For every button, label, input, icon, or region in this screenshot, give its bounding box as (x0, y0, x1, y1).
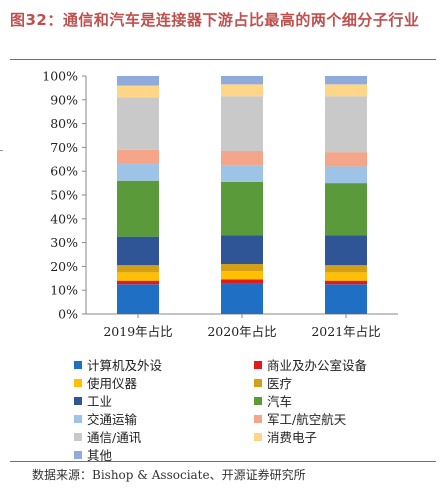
legend-label: 消费电子 (267, 430, 318, 445)
bar-segment (117, 272, 159, 281)
bar-segment (325, 76, 367, 85)
legend-label: 军工/航空航天 (267, 412, 347, 427)
bar-segment (117, 97, 159, 150)
legend-label: 使用仪器 (87, 376, 138, 391)
bar-segment (221, 165, 263, 182)
legend-item: 其他 (74, 447, 112, 465)
x-tick-label: 2019年占比 (103, 324, 172, 339)
bar-segment (221, 271, 263, 280)
legend-item: 通信/通讯 (74, 429, 141, 447)
title-divider (10, 59, 436, 60)
legend-item: 交通运输 (74, 411, 137, 429)
bar-segment (325, 280, 367, 285)
bar-segment (325, 84, 367, 97)
bar-segment (221, 84, 263, 97)
bar-segment (221, 76, 263, 85)
legend-swatch (74, 451, 82, 459)
legend-item: 医疗 (254, 375, 292, 393)
legend-swatch (74, 361, 82, 369)
bar-segment (221, 181, 263, 236)
legend-swatch (254, 397, 262, 405)
bar-segment (117, 180, 159, 237)
bar-segment (117, 265, 159, 273)
bar-segment (221, 235, 263, 265)
legend-swatch (254, 433, 262, 441)
legend-label: 其他 (87, 448, 113, 463)
bar-segment (117, 236, 159, 266)
stacked-bar-chart: 0% 10% 20% 30% 40% 50% 60% 70% 80% 90% 100% 2019年占比… (42, 69, 398, 339)
x-tick-label: 2021年占比 (311, 324, 380, 339)
y-tick-label: 40% (50, 211, 78, 226)
bar-segment (221, 283, 263, 314)
legend-label: 通信/通讯 (87, 430, 142, 445)
legend-item: 商业及办公室设备 (254, 357, 367, 375)
footer-divider (10, 461, 436, 462)
bar-segment (117, 149, 159, 165)
bar-segment (117, 164, 159, 181)
bar-segment (117, 284, 159, 314)
bar-segment (325, 183, 367, 236)
legend-item: 军工/航空航天 (254, 411, 346, 429)
legend-swatch (254, 361, 262, 369)
legend-swatch (254, 379, 262, 387)
y-tick-label: 20% (50, 259, 78, 274)
legend-label: 交通运输 (87, 412, 138, 427)
bar-segment (325, 272, 367, 281)
y-tick-label: 70% (50, 140, 78, 155)
bar-segment (325, 284, 367, 314)
bar-segment (221, 264, 263, 272)
bar-segment (325, 235, 367, 266)
source-note: 数据来源：Bishop & Associate、开源证券研究所 (32, 468, 306, 482)
y-tick-label: 60% (50, 164, 78, 179)
bar-segment (325, 152, 367, 167)
y-tick-label: 30% (50, 235, 78, 250)
bar-segment (221, 96, 263, 151)
legend-swatch (74, 397, 82, 405)
legend-item: 消费电子 (254, 429, 317, 447)
bar-segment (117, 76, 159, 86)
y-tick-label: 90% (50, 92, 78, 107)
legend-swatch (254, 415, 262, 423)
edge-mark (0, 150, 3, 151)
legend-label: 计算机及外设 (87, 358, 163, 373)
y-tick-label: 100% (42, 69, 78, 84)
legend-swatch (74, 415, 82, 423)
bar-segment (117, 85, 159, 98)
y-tick-label: 50% (50, 188, 78, 203)
legend-label: 商业及办公室设备 (267, 358, 368, 373)
bar-segment (221, 279, 263, 284)
y-tick-label: 10% (50, 283, 78, 298)
legend-label: 汽车 (267, 394, 293, 409)
bar-segment (117, 280, 159, 285)
legend-item: 计算机及外设 (74, 357, 162, 375)
bar-segment (221, 150, 263, 166)
x-tick-label: 2020年占比 (207, 324, 276, 339)
legend-item: 汽车 (254, 393, 292, 411)
legend-item: 使用仪器 (74, 375, 137, 393)
y-tick-label: 80% (50, 116, 78, 131)
bar-segment (325, 166, 367, 184)
bar-segment (325, 265, 367, 273)
legend-item: 工业 (74, 393, 112, 411)
bar-segment (325, 96, 367, 153)
chart-title: 图32：通信和汽车是连接器下游占比最高的两个细分子行业 (10, 11, 420, 29)
legend-label: 医疗 (267, 376, 293, 391)
legend-swatch (74, 379, 82, 387)
y-tick-label: 0% (58, 307, 78, 322)
legend-label: 工业 (87, 394, 113, 409)
legend-swatch (74, 433, 82, 441)
